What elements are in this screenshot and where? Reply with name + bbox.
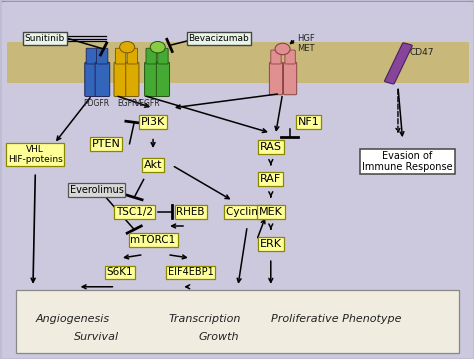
FancyBboxPatch shape (271, 50, 281, 64)
FancyBboxPatch shape (285, 50, 295, 64)
FancyBboxPatch shape (127, 48, 137, 64)
FancyBboxPatch shape (146, 48, 156, 64)
Text: VEGFR: VEGFR (135, 99, 160, 108)
Text: RHEB: RHEB (176, 207, 205, 217)
FancyBboxPatch shape (158, 48, 168, 64)
Text: RAS: RAS (260, 142, 282, 152)
Text: Sunitinib: Sunitinib (25, 34, 65, 43)
Text: ERK: ERK (260, 239, 282, 249)
Text: EIF4EBP1: EIF4EBP1 (168, 267, 214, 278)
FancyBboxPatch shape (97, 48, 108, 64)
FancyBboxPatch shape (156, 62, 170, 97)
Text: Everolimus: Everolimus (70, 185, 124, 195)
Circle shape (275, 43, 290, 55)
Bar (7, 42, 469, 83)
FancyBboxPatch shape (126, 62, 139, 97)
Text: Angiogenesis: Angiogenesis (36, 314, 110, 324)
FancyBboxPatch shape (145, 62, 158, 97)
Text: Survival: Survival (74, 332, 119, 342)
FancyBboxPatch shape (85, 62, 100, 97)
Text: Evasion of
Immune Response: Evasion of Immune Response (362, 151, 453, 172)
Text: HGF: HGF (297, 34, 314, 43)
Text: mTORC1: mTORC1 (130, 235, 176, 245)
Text: Growth: Growth (199, 332, 239, 342)
FancyBboxPatch shape (86, 48, 98, 64)
Text: Transcription: Transcription (169, 314, 241, 324)
Text: NF1: NF1 (298, 117, 319, 127)
Text: S6K1: S6K1 (107, 267, 133, 278)
Text: Cyclin D: Cyclin D (226, 207, 269, 217)
Text: PI3K: PI3K (141, 117, 165, 127)
Text: MEK: MEK (259, 207, 283, 217)
Text: CD47: CD47 (410, 48, 434, 57)
Text: VHL
HIF-proteins: VHL HIF-proteins (8, 145, 63, 164)
Text: Proliferative Phenotype: Proliferative Phenotype (272, 314, 402, 324)
FancyBboxPatch shape (95, 62, 110, 97)
Text: RAF: RAF (260, 174, 282, 185)
FancyBboxPatch shape (114, 62, 127, 97)
Circle shape (150, 41, 165, 53)
FancyBboxPatch shape (384, 43, 412, 84)
FancyBboxPatch shape (269, 62, 283, 95)
Text: PTEN: PTEN (91, 139, 120, 149)
Circle shape (119, 41, 135, 53)
FancyBboxPatch shape (17, 290, 459, 353)
Text: PDGFR: PDGFR (83, 99, 109, 108)
Text: EGFR: EGFR (117, 99, 137, 108)
Text: MET: MET (297, 45, 314, 53)
Text: Bevacizumab: Bevacizumab (189, 34, 249, 43)
FancyBboxPatch shape (115, 48, 126, 64)
Text: Akt: Akt (144, 160, 162, 170)
Text: TSC1/2: TSC1/2 (116, 207, 153, 217)
FancyBboxPatch shape (283, 62, 297, 95)
